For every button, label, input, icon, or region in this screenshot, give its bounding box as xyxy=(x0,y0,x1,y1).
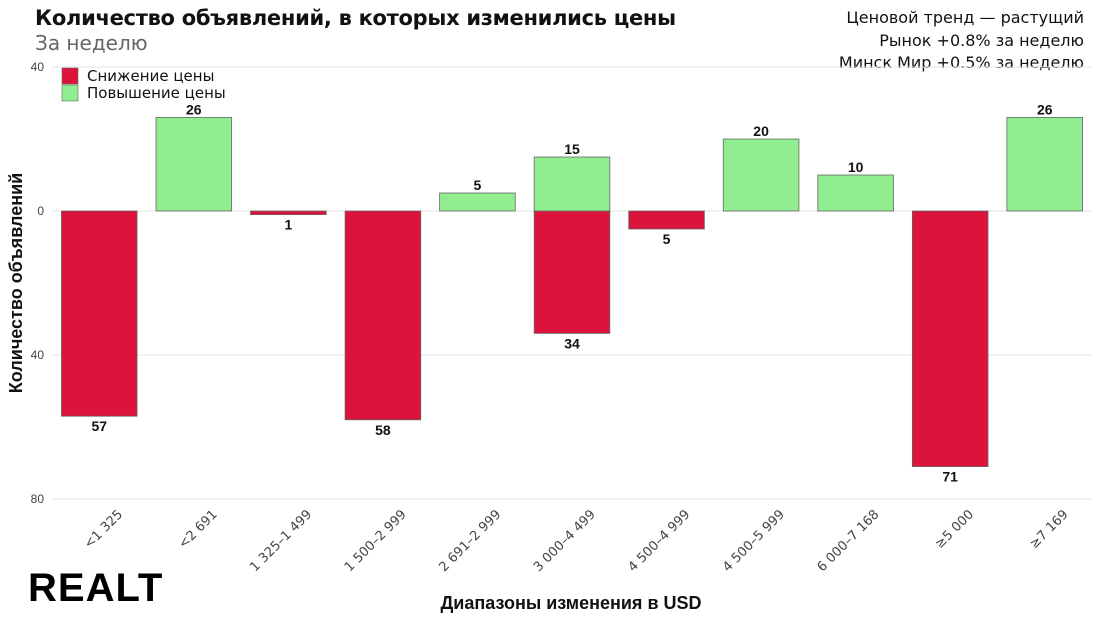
legend-swatch xyxy=(61,67,79,85)
x-tick-label: <2 691 xyxy=(176,507,221,552)
note-trend: Ценовой тренд — растущий xyxy=(846,8,1084,27)
bar-value-label: 26 xyxy=(1037,101,1053,117)
realt-logo: REALT xyxy=(28,566,164,610)
y-tick-label: 40 xyxy=(31,60,45,74)
chart-title: Количество объявлений, в которых изменил… xyxy=(35,6,676,30)
y-tick-label: 80 xyxy=(31,492,45,506)
bar-increase xyxy=(155,117,233,212)
y-axis-title: Количество объявлений xyxy=(6,173,26,393)
x-tick-label: ≥7 169 xyxy=(1027,507,1072,552)
x-tick-label: ≥5 000 xyxy=(932,507,977,552)
bar-decrease xyxy=(61,210,138,417)
bar-value-label: 5 xyxy=(474,177,482,193)
bar-value-label: 15 xyxy=(564,141,580,157)
x-tick-label: 1 325–1 499 xyxy=(247,507,315,575)
bar-decrease xyxy=(344,210,422,421)
bar-decrease xyxy=(911,210,989,468)
bar-value-label: 57 xyxy=(91,418,107,434)
x-tick-label: 3 000–4 499 xyxy=(531,507,599,575)
bar-increase xyxy=(439,192,516,212)
legend-label: Повышение цены xyxy=(87,84,226,102)
legend-label: Снижение цены xyxy=(87,67,214,85)
bar-value-label: 34 xyxy=(564,335,580,351)
bar-value-label: 10 xyxy=(848,159,864,175)
x-tick-label: 1 500–2 999 xyxy=(342,507,410,575)
bar-increase xyxy=(533,156,611,212)
bar-increase xyxy=(1006,117,1083,212)
y-tick-label: 0 xyxy=(37,204,44,218)
legend-swatch xyxy=(61,84,79,102)
bar-value-label: 58 xyxy=(375,422,391,438)
y-tick-label: 40 xyxy=(31,348,45,362)
bar-value-label: 26 xyxy=(186,101,202,117)
bar-decrease xyxy=(628,210,705,230)
bar-decrease xyxy=(533,210,611,334)
bar-value-label: 5 xyxy=(663,231,671,247)
chart-subtitle: За неделю xyxy=(35,31,148,55)
x-axis-title: Диапазоны изменения в USD xyxy=(440,593,701,613)
bar-value-label: 1 xyxy=(284,217,292,233)
bar-increase xyxy=(722,138,800,212)
note-market: Рынок +0.8% за неделю xyxy=(879,30,1084,50)
bar-value-label: 20 xyxy=(753,123,769,139)
x-tick-label: 6 000–7 168 xyxy=(815,507,883,575)
bar-value-label: 71 xyxy=(942,469,958,485)
bar-decrease xyxy=(250,210,327,215)
x-tick-label: 4 500–4 999 xyxy=(626,507,694,575)
x-tick-label: 2 691–2 999 xyxy=(436,507,504,575)
x-tick-label: <1 325 xyxy=(81,507,126,552)
x-tick-label: 4 500–5 999 xyxy=(720,507,788,575)
bar-increase xyxy=(817,174,894,212)
